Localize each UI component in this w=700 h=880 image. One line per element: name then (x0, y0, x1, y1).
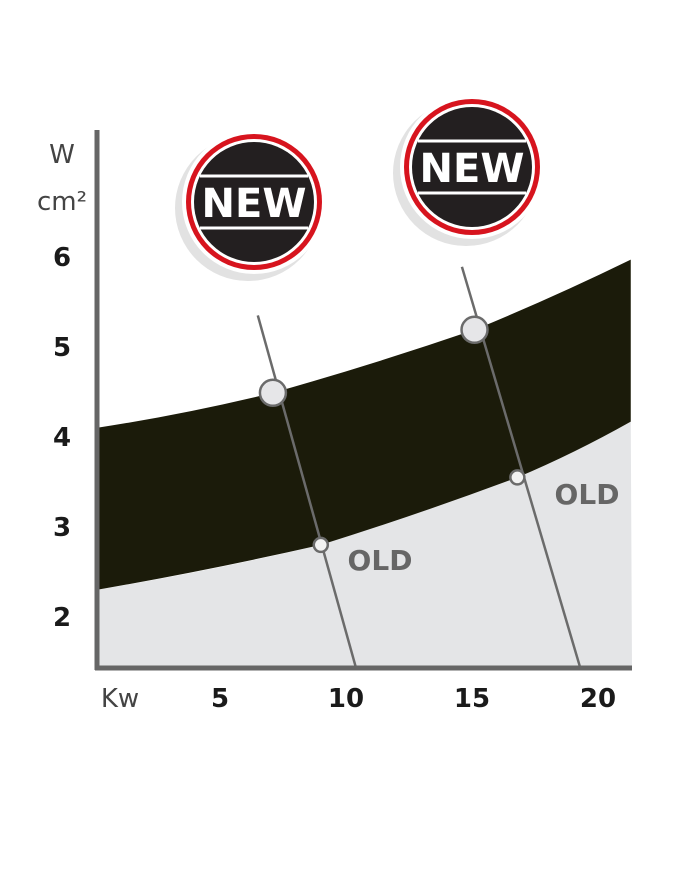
old-label: OLD (555, 478, 620, 511)
badge-fill (194, 142, 314, 262)
x-axis-label: Kw (101, 684, 139, 714)
x-tick-label: 20 (580, 684, 616, 714)
new-point-marker (460, 315, 489, 345)
new-band (96, 259, 631, 590)
guide-line-1 (256, 315, 358, 669)
y-tick-label: 4 (53, 423, 71, 453)
x-tick-label: 15 (454, 684, 490, 714)
old-point-marker (312, 536, 330, 554)
x-tick-label: 5 (211, 684, 229, 714)
y-tick-label: 2 (53, 603, 71, 633)
y-tick-label: 3 (53, 513, 71, 543)
old-point-marker (509, 469, 526, 486)
old-label: OLD (348, 544, 413, 577)
y-axis-label-line2: cm² (37, 187, 87, 217)
x-tick-label: 10 (328, 684, 364, 714)
badge-fill (412, 107, 532, 227)
old-region (96, 421, 632, 668)
y-tick-label: 5 (53, 333, 71, 363)
y-axis-label-line1: W (49, 140, 75, 170)
new-badge-label: NEW (202, 181, 307, 227)
new-point-marker (258, 378, 288, 408)
new-badge-label: NEW (420, 146, 525, 192)
y-tick-label: 6 (53, 243, 71, 273)
